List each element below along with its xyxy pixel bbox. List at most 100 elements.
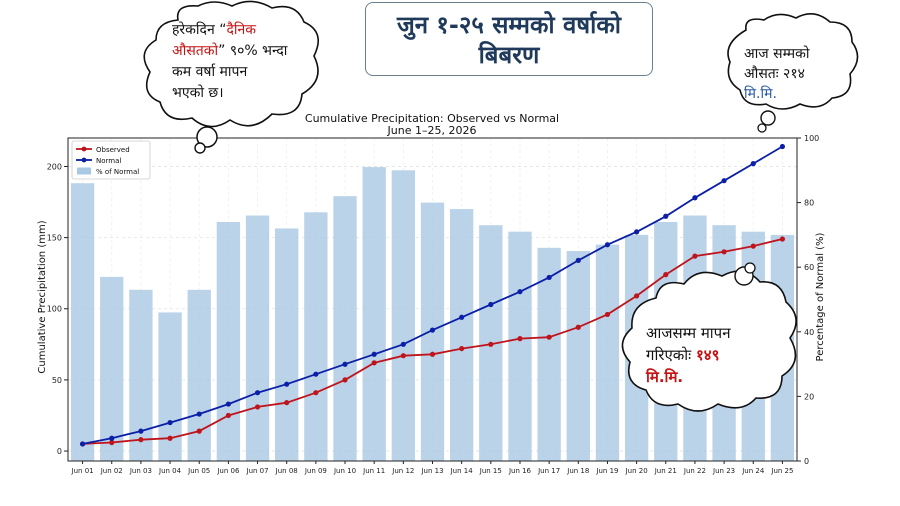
point-normal	[604, 242, 611, 248]
legend: Observed Normal % of Normal	[71, 140, 151, 180]
point-normal	[196, 411, 202, 417]
page-title-line1: जुन १-२५ सम्मको वर्षाको	[396, 11, 622, 39]
x-tick-label: Jun 15	[479, 467, 502, 475]
point-normal	[634, 229, 640, 235]
measured-note: आजसम्म मापन गरिएकोः १४९ मि.मि.	[646, 322, 731, 388]
point-observed	[400, 353, 406, 359]
daily-note-part6: भएको छ।	[172, 85, 224, 101]
x-tick-label: Jun 20	[625, 467, 648, 475]
point-normal	[750, 161, 756, 167]
point-normal	[488, 301, 494, 308]
point-observed	[663, 271, 669, 278]
point-observed	[167, 435, 173, 441]
x-tick-label: Jun 19	[595, 467, 618, 475]
measured-note-unit: मि.मि.	[646, 368, 684, 386]
y-tick-label: 100	[47, 305, 62, 314]
bar-percent-of-normal	[304, 212, 328, 461]
x-tick-label: Jun 12	[391, 467, 414, 475]
x-tick-label: Jun 11	[362, 467, 385, 475]
x-tick-label: Jun 06	[216, 467, 240, 475]
x-tick-label: Jun 03	[129, 467, 152, 475]
bar-percent-of-normal	[187, 289, 211, 461]
average-note-line1: आज सम्मको	[744, 46, 810, 62]
point-normal	[371, 351, 377, 357]
x-tick-label: Jun 21	[654, 467, 677, 475]
bar-percent-of-normal	[70, 183, 95, 461]
y2-tick-label: 20	[804, 392, 814, 401]
bar-percent-of-normal	[391, 170, 416, 462]
point-observed	[604, 311, 611, 318]
thought-bubble-average	[727, 13, 859, 133]
point-normal	[517, 289, 523, 295]
point-observed	[575, 324, 581, 330]
point-normal	[546, 274, 552, 281]
y2-tick-label: 40	[804, 328, 814, 337]
point-observed	[692, 253, 698, 259]
thought-bubble-measured	[621, 262, 797, 412]
point-observed	[459, 345, 465, 352]
point-normal	[342, 361, 348, 367]
point-observed	[429, 351, 436, 357]
average-note-line3: मि.मि.	[744, 86, 777, 102]
point-observed	[750, 243, 756, 249]
point-observed	[488, 341, 494, 347]
point-normal	[575, 257, 581, 263]
daily-note-part5: कम वर्षा मापन	[172, 64, 248, 80]
daily-note-highlight2: औसतको	[172, 43, 219, 59]
point-normal	[400, 341, 406, 347]
x-tick-label: Jun 25	[770, 467, 793, 475]
y-tick-label: 0	[57, 447, 62, 456]
y-tick-label: 200	[47, 162, 62, 171]
x-tick-label: Jun 07	[246, 467, 269, 475]
point-observed	[109, 439, 115, 446]
point-normal	[109, 435, 115, 441]
bar-percent-of-normal	[216, 221, 241, 461]
point-observed	[313, 390, 319, 396]
point-observed	[779, 236, 786, 242]
legend-label: % of Normal	[96, 168, 139, 176]
point-normal	[79, 441, 86, 447]
average-note-line2: औसतः २१४	[744, 66, 805, 82]
thought-bubble-daily	[143, 0, 320, 154]
measured-note-line1: आजसम्म मापन	[646, 324, 731, 342]
point-normal	[459, 314, 465, 320]
point-observed	[254, 404, 261, 410]
y2-tick-label: 80	[804, 199, 814, 208]
point-observed	[634, 293, 640, 299]
bar-percent-of-normal	[595, 244, 620, 461]
x-tick-label: Jun 04	[158, 467, 182, 475]
daily-note-part4: ” ९०% भन्दा	[218, 43, 288, 59]
x-tick-label: Jun 01	[71, 467, 94, 475]
legend-marker-observed	[81, 146, 87, 152]
y-tick-label: 50	[52, 376, 62, 385]
point-observed	[517, 336, 523, 342]
bar-percent-of-normal	[275, 228, 299, 461]
point-normal	[721, 178, 727, 184]
chart-title: Cumulative Precipitation: Observed vs No…	[305, 112, 559, 125]
x-tick-label: Jun 22	[683, 467, 706, 475]
y2-tick-label: 100	[804, 134, 819, 143]
bar-percent-of-normal	[245, 215, 270, 461]
page-title-box: जुन १-२५ सम्मको वर्षाको बिबरण	[365, 2, 653, 76]
point-observed	[196, 428, 202, 434]
point-normal	[138, 428, 144, 434]
daily-note: हरेकदिन “दैनिक औसतको” ९०% भन्दा कम वर्षा…	[172, 20, 322, 104]
point-normal	[225, 401, 231, 407]
legend-box	[71, 140, 151, 180]
y2-axis-label: Percentage of Normal (%)	[815, 232, 826, 361]
x-tick-label: Jun 18	[566, 467, 589, 475]
bar-percent-of-normal	[100, 276, 124, 461]
point-normal	[313, 371, 319, 377]
point-observed	[721, 249, 727, 255]
page-title-line2: बिबरण	[478, 41, 540, 69]
x-tick-label: Jun 08	[275, 467, 298, 475]
x-tick-label: Jun 05	[187, 467, 210, 475]
x-tick-label: Jun 16	[508, 467, 532, 475]
point-normal	[429, 327, 436, 333]
legend-label: Observed	[96, 146, 130, 154]
point-normal	[284, 381, 290, 387]
point-normal	[692, 195, 698, 201]
y2-tick-label: 60	[804, 263, 814, 272]
axes: 0 50 100 150 200 0 20 40 60 80 100 Jun 01 Jun 02 Jun …	[47, 134, 820, 475]
